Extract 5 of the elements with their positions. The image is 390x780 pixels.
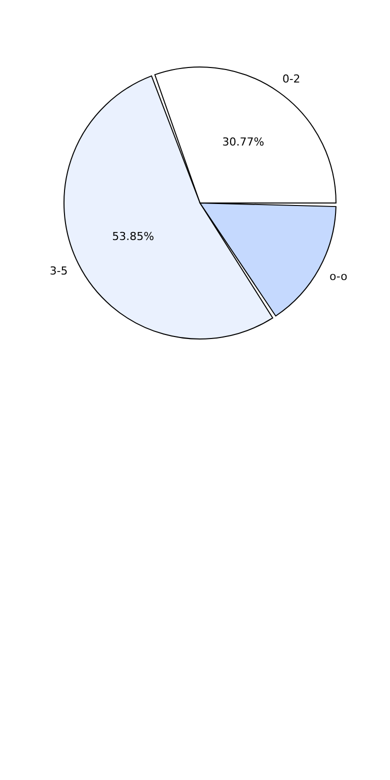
slice-label: o-o [329,270,348,283]
slice-label: 3-5 [50,264,68,278]
slice-label: 0-2 [282,72,300,86]
data-label: 53.85% [112,230,154,243]
data-label: 30.77% [222,135,264,148]
